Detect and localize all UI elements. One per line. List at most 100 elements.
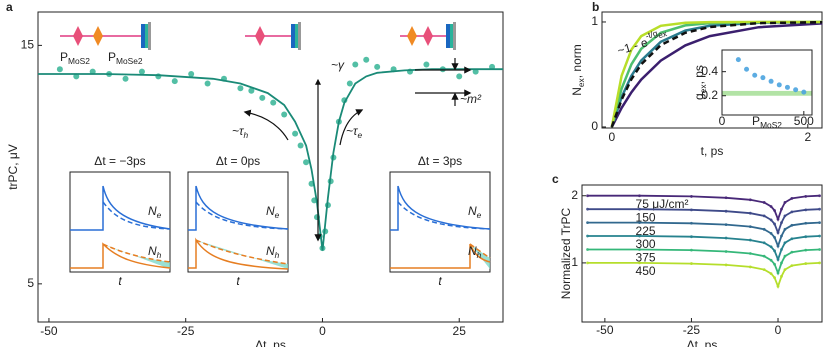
panel-letter: b xyxy=(592,0,599,14)
data-point xyxy=(122,75,129,82)
data-point xyxy=(804,195,808,198)
data-point xyxy=(776,271,780,275)
data-point xyxy=(292,130,299,137)
series-line xyxy=(610,22,823,128)
data-point xyxy=(248,87,255,94)
data-point xyxy=(780,274,783,278)
data-point xyxy=(776,258,780,261)
panel-letter: a xyxy=(6,0,13,14)
inset-label: Ne xyxy=(468,204,482,220)
annotation-part: ~τ xyxy=(346,124,359,138)
inset-curve xyxy=(102,201,171,230)
data-point xyxy=(769,272,773,276)
data-point xyxy=(346,80,353,87)
data-point xyxy=(818,207,821,211)
inset-label-part: N xyxy=(266,204,275,218)
x-tick-label: 0 xyxy=(608,130,615,144)
data-point xyxy=(804,262,808,265)
pulse xyxy=(407,26,417,46)
x-axis-label: PMoS2 xyxy=(752,114,782,130)
data-point xyxy=(783,268,787,272)
data-point xyxy=(769,258,773,262)
fit-label-part: ~1 - e xyxy=(616,35,650,58)
series-label: 450 xyxy=(636,264,656,278)
data-point xyxy=(297,142,304,149)
panel-letter: c xyxy=(552,172,559,186)
data-point xyxy=(784,84,790,90)
data-point xyxy=(724,196,728,200)
data-point xyxy=(762,268,766,272)
data-point xyxy=(638,221,641,225)
inset-label-part: N xyxy=(468,244,477,258)
data-point xyxy=(748,238,752,242)
inset-curve xyxy=(70,185,171,231)
pulse-label-part: P xyxy=(108,50,116,64)
x-tick-label: -25 xyxy=(177,324,195,338)
data-point xyxy=(472,68,479,75)
inset-label-part: N xyxy=(148,204,157,218)
data-point xyxy=(188,71,195,77)
y-axis-label: Nex, norm xyxy=(570,44,586,96)
data-point xyxy=(769,205,773,208)
inset-label-part: h xyxy=(157,250,162,260)
data-point xyxy=(776,285,780,288)
pulse-label: PMoS2 xyxy=(60,50,90,66)
data-point xyxy=(638,194,641,198)
inset-label-part: N xyxy=(148,244,157,258)
annotation: ~m² xyxy=(460,92,482,106)
data-point xyxy=(776,231,780,235)
inset-label: Nh xyxy=(148,244,162,260)
data-point xyxy=(748,265,752,269)
x-tick-label: 25 xyxy=(453,324,467,338)
mirror xyxy=(298,22,301,50)
x-tick-label: 0 xyxy=(319,324,326,338)
y-tick-label: 0 xyxy=(591,119,598,133)
annotation-part: ~τ xyxy=(232,124,245,138)
data-point xyxy=(724,263,728,267)
data-point xyxy=(790,197,794,200)
data-point xyxy=(804,221,808,225)
fit-label-part: -t/g xyxy=(644,28,659,41)
x-axis-label: Δt, ps xyxy=(687,338,718,347)
pulse xyxy=(73,26,83,46)
y-axis-label-part: , norm xyxy=(570,44,584,78)
annotation-part: ~m² xyxy=(460,92,482,106)
data-point xyxy=(804,248,808,252)
data-point xyxy=(586,248,589,251)
x-axis-label: Δt, ps xyxy=(255,338,286,347)
y-tick-label: 2 xyxy=(571,188,578,202)
data-point xyxy=(586,207,589,211)
data-point xyxy=(586,261,589,265)
y-tick-label: 0.2 xyxy=(701,88,718,102)
data-point xyxy=(724,250,728,253)
data-point xyxy=(783,241,787,245)
data-point xyxy=(783,201,787,204)
data-point xyxy=(748,211,752,215)
data-point xyxy=(760,75,766,81)
data-point xyxy=(281,111,288,118)
inset-curve xyxy=(469,243,491,259)
y-axis-label-part: ex xyxy=(698,84,708,94)
data-point xyxy=(804,235,808,239)
data-point xyxy=(638,248,641,251)
sample xyxy=(145,24,148,48)
data-point xyxy=(818,221,821,225)
data-point xyxy=(762,241,766,245)
data-point xyxy=(790,250,794,254)
annotation: ~τe xyxy=(346,124,363,140)
inset-label-part: e xyxy=(275,210,280,220)
data-point xyxy=(363,56,370,63)
annotation-part: h xyxy=(244,130,249,140)
inset-title: Δt = 3ps xyxy=(418,154,462,168)
y-tick-label: 1 xyxy=(591,14,598,28)
series-label: 75 μJ/cm² xyxy=(636,197,689,211)
pulse-label: PMoSe2 xyxy=(108,50,143,66)
pulse xyxy=(423,26,433,46)
sample xyxy=(450,24,453,48)
inset-label-part: N xyxy=(266,244,275,258)
series-line xyxy=(610,20,823,128)
sample xyxy=(141,24,145,48)
data-point xyxy=(586,221,589,225)
data-point xyxy=(735,57,741,63)
